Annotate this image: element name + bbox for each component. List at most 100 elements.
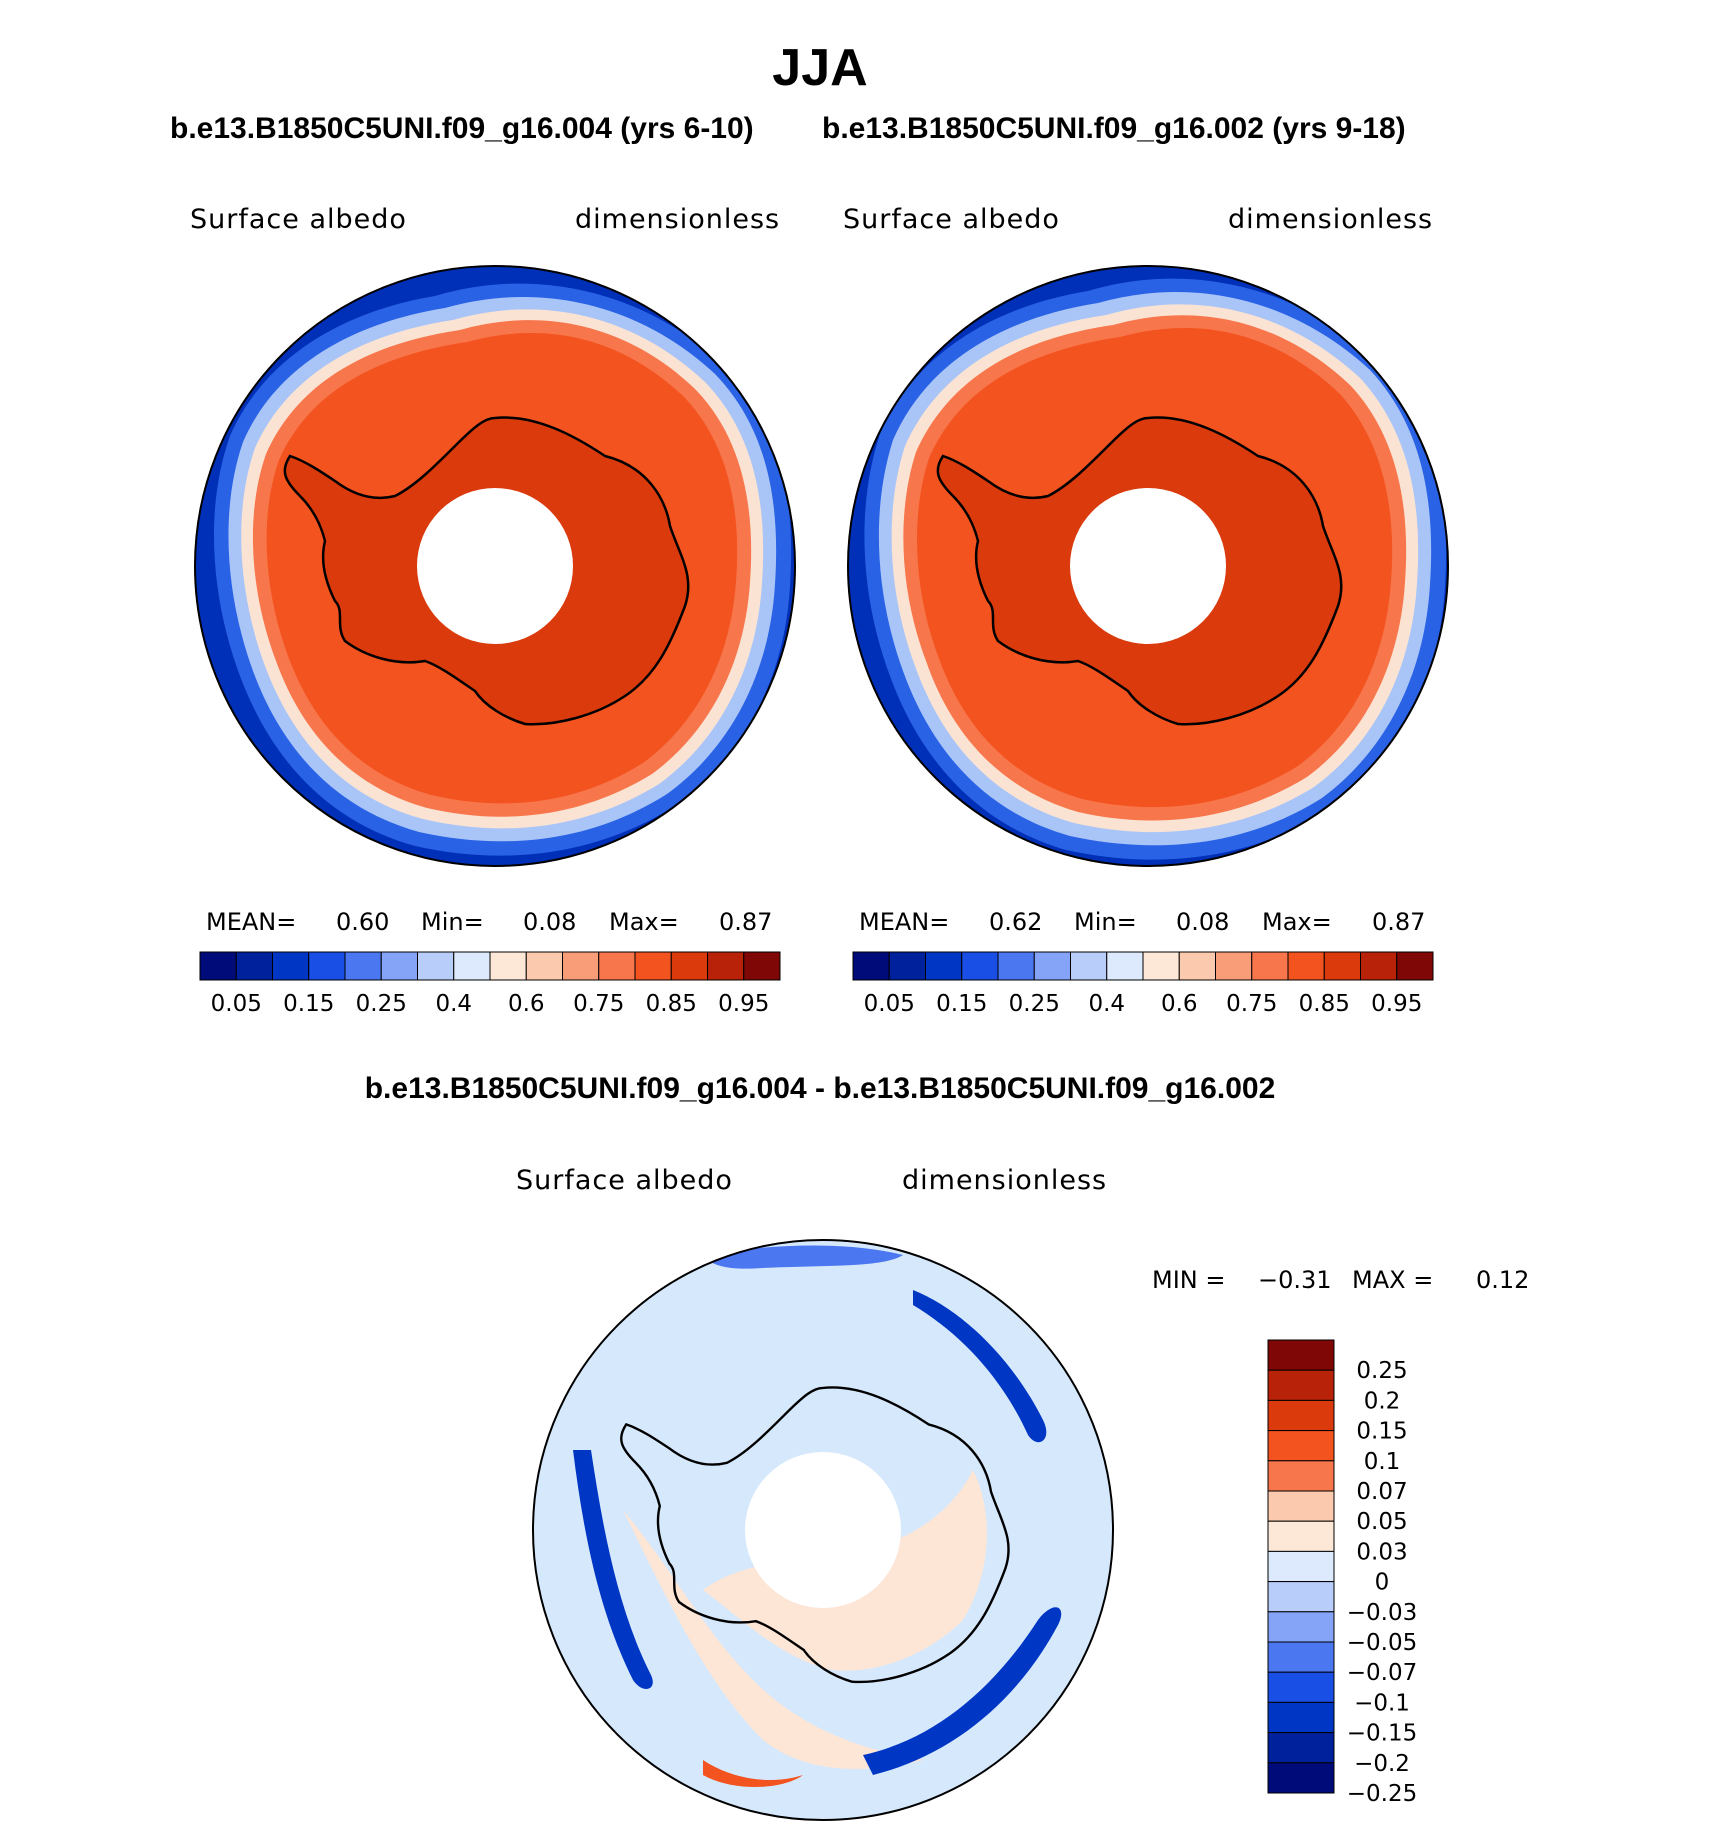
panel2-colorbar-tick-label: 0.6 <box>1161 991 1198 1017</box>
panel1-colorbar-swatch <box>670 951 708 981</box>
panel1-variable-label: Surface albedo <box>190 204 407 235</box>
panel1-mean-label: MEAN= <box>206 908 297 936</box>
diff-colorbar-swatch <box>1267 1399 1335 1432</box>
diff-colorbar-tick-label: −0.03 <box>1347 1600 1417 1626</box>
panel2-min-value: 0.08 <box>1176 908 1230 936</box>
diff-colorbar-tick-label: −0.2 <box>1354 1751 1410 1777</box>
subtitle-right-case: b.e13.B1850C5UNI.f09_g16.002 (yrs 9-18) <box>822 112 1406 145</box>
diff-colorbar-tick-label: −0.05 <box>1347 1630 1417 1656</box>
diff-colorbar-tick-label: 0.1 <box>1364 1449 1401 1475</box>
panel1-units-label: dimensionless <box>575 204 781 235</box>
panel2-max-label: Max= <box>1262 908 1332 936</box>
panel2-colorbar-swatch <box>1396 951 1434 981</box>
diff-colorbar-tick-label: 0.15 <box>1356 1419 1407 1445</box>
panel1-colorbar-tick-label: 0.75 <box>573 991 624 1017</box>
panel2-colorbar-swatch <box>1215 951 1253 981</box>
panel2-colorbar-swatch <box>1360 951 1398 981</box>
panel2-colorbar: 0.05 0.15 0.25 0.4 0.6 0.75 0.85 0.95 <box>852 951 1434 1017</box>
panel1-colorbar-swatch <box>743 951 781 981</box>
panel1-colorbar-tick-label: 0.6 <box>508 991 545 1017</box>
diff-colorbar-swatch <box>1267 1701 1335 1734</box>
panel2-colorbar-swatch <box>1178 951 1216 981</box>
diff-blue-band-west <box>573 1450 653 1690</box>
diff-min-value: −0.31 <box>1258 1266 1332 1294</box>
diff-red-anomaly-south <box>703 1760 803 1788</box>
panel2-colorbar-tick-label: 0.4 <box>1088 991 1125 1017</box>
panel1-colorbar-swatch <box>562 951 600 981</box>
panel2-units-label: dimensionless <box>1228 204 1434 235</box>
diff-colorbar-tick-label: 0.07 <box>1356 1479 1407 1505</box>
panel1-colorbar-swatch <box>453 951 491 981</box>
panel1-colorbar: 0.05 0.15 0.25 0.4 0.6 0.75 0.85 0.95 <box>199 951 781 1017</box>
panel2-colorbar-swatch <box>997 951 1035 981</box>
panel1-colorbar-tick-label: 0.95 <box>718 991 769 1017</box>
panel1-colorbar-tick-label: 0.05 <box>211 991 262 1017</box>
diff-warm-anomaly-south <box>623 1510 923 1769</box>
panel1-colorbar-tick-label: 0.25 <box>356 991 407 1017</box>
panel2-colorbar-tick-label: 0.75 <box>1226 991 1277 1017</box>
diff-colorbar-tick-label: 0.03 <box>1356 1539 1407 1565</box>
diff-blue-band-northeast <box>913 1290 1047 1443</box>
diff-colorbar-swatch <box>1267 1641 1335 1673</box>
diff-colorbar-swatch <box>1267 1460 1335 1492</box>
panel2-mean-value: 0.62 <box>989 908 1043 936</box>
panel1-colorbar-swatch <box>634 951 672 981</box>
diff-max-value: 0.12 <box>1476 1266 1530 1294</box>
panel2-colorbar-swatch <box>925 951 963 981</box>
diff-colorbar: 0.25 0.2 0.15 0.1 0.07 0.05 0.03 0 −0.03 −0.05 −0.… <box>1267 1339 1417 1807</box>
panel1-max-value: 0.87 <box>719 908 773 936</box>
panel2-colorbar-swatch <box>1106 951 1144 981</box>
diff-min-label: MIN = <box>1152 1266 1226 1294</box>
diff-colorbar-tick-label: −0.1 <box>1354 1690 1410 1716</box>
diff-colorbar-swatch <box>1267 1732 1335 1764</box>
diff-units-label: dimensionless <box>902 1165 1108 1196</box>
diff-colorbar-tick-label: −0.15 <box>1347 1721 1417 1747</box>
panel1-colorbar-swatch <box>235 951 273 981</box>
panel2-colorbar-swatch <box>1287 951 1325 981</box>
panel2-colorbar-swatch <box>1033 951 1071 981</box>
diff-colorbar-swatch <box>1267 1490 1335 1522</box>
panel2-colorbar-swatch <box>1251 951 1289 981</box>
panel2-colorbar-tick-label: 0.85 <box>1299 991 1350 1017</box>
panel2-colorbar-tick-label: 0.25 <box>1009 991 1060 1017</box>
panel2-min-label: Min= <box>1074 908 1137 936</box>
panel1-colorbar-tick-label: 0.4 <box>435 991 472 1017</box>
diff-variable-label: Surface albedo <box>516 1165 733 1196</box>
diff-colorbar-swatch <box>1267 1550 1335 1583</box>
diff-max-label: MAX = <box>1352 1266 1434 1294</box>
diff-colorbar-swatch <box>1267 1581 1335 1613</box>
panel1-map <box>194 265 796 867</box>
diff-colorbar-tick-label: 0.25 <box>1356 1358 1407 1384</box>
diff-colorbar-swatch <box>1267 1762 1335 1794</box>
panel1-min-value: 0.08 <box>523 908 577 936</box>
diff-colorbar-tick-label: −0.25 <box>1347 1781 1417 1807</box>
panel1-min-label: Min= <box>421 908 484 936</box>
panel2-colorbar-swatch <box>852 951 890 981</box>
diff-colorbar-tick-label: 0.2 <box>1364 1388 1401 1414</box>
panel1-colorbar-swatch <box>417 951 455 981</box>
panel2-colorbar-swatch <box>888 951 926 981</box>
panel1-map-border <box>194 265 796 867</box>
subtitle-left-case: b.e13.B1850C5UNI.f09_g16.004 (yrs 6-10) <box>170 112 754 145</box>
panel1-colorbar-tick-label: 0.15 <box>283 991 334 1017</box>
panel2-mean-label: MEAN= <box>859 908 950 936</box>
panel1-colorbar-swatch <box>707 951 745 981</box>
diff-colorbar-tick-label: 0 <box>1375 1570 1390 1596</box>
panel1-colorbar-swatch <box>308 951 346 981</box>
panel1-colorbar-swatch <box>598 951 636 981</box>
diff-blue-band-north <box>703 1245 903 1269</box>
diff-title: b.e13.B1850C5UNI.f09_g16.004 - b.e13.B18… <box>364 1072 1276 1105</box>
diff-colorbar-swatch <box>1267 1611 1335 1643</box>
panel2-colorbar-tick-label: 0.05 <box>864 991 915 1017</box>
panel1-colorbar-swatch <box>272 951 310 981</box>
diff-colorbar-swatch <box>1267 1520 1335 1552</box>
diff-map <box>532 1239 1114 1821</box>
diff-colorbar-tick-label: −0.07 <box>1347 1660 1417 1686</box>
panel2-map-border <box>847 265 1449 867</box>
diff-pole-hole <box>745 1452 901 1608</box>
panel1-colorbar-tick-label: 0.85 <box>646 991 697 1017</box>
figure-title: JJA <box>772 39 868 97</box>
diff-colorbar-swatch <box>1267 1671 1335 1703</box>
panel2-variable-label: Surface albedo <box>843 204 1060 235</box>
